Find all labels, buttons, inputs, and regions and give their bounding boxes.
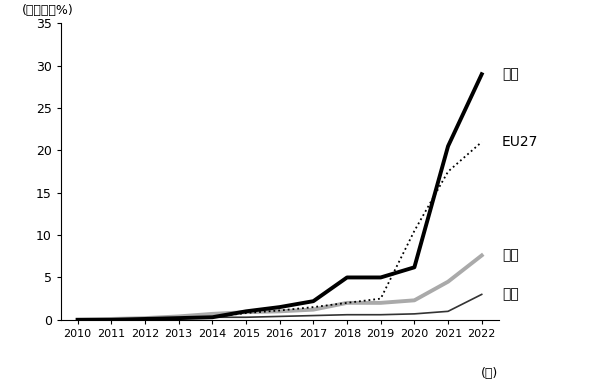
Text: 米国: 米国 bbox=[502, 248, 519, 262]
Text: 日本: 日本 bbox=[502, 287, 519, 301]
Text: EU27: EU27 bbox=[502, 135, 538, 149]
Text: (シェア、%): (シェア、%) bbox=[21, 4, 73, 18]
Text: (年): (年) bbox=[482, 367, 499, 380]
Text: 中国: 中国 bbox=[502, 67, 519, 81]
